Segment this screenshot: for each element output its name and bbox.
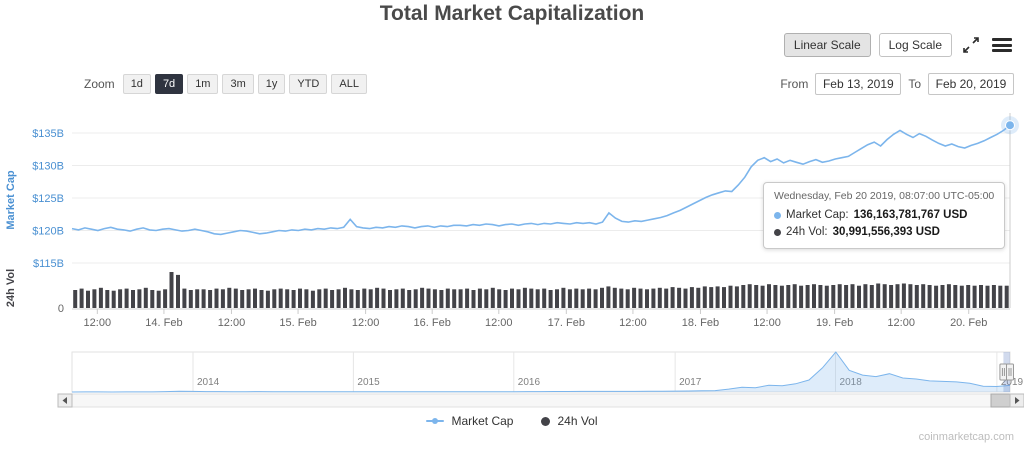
last-point-marker <box>1001 116 1019 135</box>
svg-text:17. Feb: 17. Feb <box>548 317 585 329</box>
svg-text:15. Feb: 15. Feb <box>279 317 316 329</box>
y-axis-labels: $135B $130B $125B $120B $115B 0 <box>32 128 64 315</box>
scrollbar-thumb[interactable] <box>990 393 1011 408</box>
tooltip-header: Wednesday, Feb 20 2019, 08:07:00 UTC-05:… <box>774 190 995 202</box>
arrow-right-icon <box>1015 397 1020 404</box>
zoom-button-7d[interactable]: 7d <box>154 74 184 94</box>
navigator-area <box>72 352 1010 392</box>
market-cap-line[interactable] <box>71 124 1011 236</box>
tooltip-row: 24h Vol: 30,991,556,393 USD <box>774 224 994 241</box>
watermark: coinmarketcap.com <box>918 431 1014 443</box>
gridlines <box>72 132 1010 314</box>
svg-text:16. Feb: 16. Feb <box>414 317 451 329</box>
tooltip-rows: Market Cap: 136,163,781,767 USD 24h Vol: … <box>774 207 994 241</box>
expand-icon <box>963 37 979 53</box>
navigator-svg[interactable]: 2014 2015 2016 2017 2018 2019 <box>0 350 1024 408</box>
navigator-year-labels: 2014 2015 2016 2017 2018 2019 <box>192 352 1024 392</box>
svg-text:2014: 2014 <box>197 377 220 388</box>
svg-text:20. Feb: 20. Feb <box>950 317 987 329</box>
arrow-left-icon <box>62 397 67 404</box>
svg-text:18. Feb: 18. Feb <box>682 317 719 329</box>
svg-text:24h Vol: 24h Vol <box>5 269 17 307</box>
series-dot-icon <box>774 212 781 219</box>
fullscreen-button[interactable] <box>960 34 982 56</box>
svg-text:0: 0 <box>58 303 64 315</box>
chart-menu-button[interactable] <box>990 36 1014 54</box>
svg-text:2017: 2017 <box>679 377 702 388</box>
from-date-input[interactable] <box>815 73 902 95</box>
zoom-label: Zoom <box>84 77 115 91</box>
zoom-button-3m[interactable]: 3m <box>222 74 254 94</box>
svg-text:14. Feb: 14. Feb <box>145 317 182 329</box>
from-label: From <box>780 77 809 91</box>
svg-text:12:00: 12:00 <box>485 317 513 329</box>
svg-text:2016: 2016 <box>518 377 541 388</box>
svg-text:19. Feb: 19. Feb <box>816 317 853 329</box>
scroll-right-button[interactable] <box>1009 393 1024 408</box>
linear-scale-button[interactable]: Linear Scale <box>783 33 871 57</box>
to-label: To <box>908 77 921 91</box>
legend: Market Cap 24h Vol <box>0 414 1024 428</box>
tooltip-row: Market Cap: 136,163,781,767 USD <box>774 207 994 224</box>
page-title: Total Market Capitalization <box>379 2 645 25</box>
volume-bars <box>73 272 1009 308</box>
svg-text:12:00: 12:00 <box>887 317 915 329</box>
zoom-button-all[interactable]: ALL <box>331 74 367 94</box>
scale-controls: Linear Scale Log Scale <box>783 33 1014 57</box>
zoom-row: Zoom 1d 7d 1m 3m 1y YTD ALL <box>84 74 367 94</box>
date-range-controls: From To <box>780 73 1014 95</box>
svg-text:2019: 2019 <box>1001 377 1024 388</box>
series-dot-icon <box>774 229 781 236</box>
zoom-button-1y[interactable]: 1y <box>257 74 286 94</box>
navigator-right-handle[interactable] <box>1006 363 1014 381</box>
scrollbar-track[interactable] <box>71 393 1011 408</box>
navigator-left-handle[interactable] <box>999 363 1008 381</box>
svg-text:12:00: 12:00 <box>218 317 246 329</box>
svg-text:$135B: $135B <box>32 128 64 140</box>
zoom-button-1d[interactable]: 1d <box>122 74 151 94</box>
zoom-buttons: 1d 7d 1m 3m 1y YTD ALL <box>122 74 367 94</box>
svg-text:12:00: 12:00 <box>619 317 647 329</box>
legend-item-market-cap[interactable]: Market Cap <box>426 414 513 428</box>
navigator-line <box>71 351 1011 393</box>
svg-text:Market Cap: Market Cap <box>5 170 17 230</box>
svg-text:$120B: $120B <box>32 226 64 238</box>
legend-marker-icon <box>426 418 445 424</box>
svg-text:2015: 2015 <box>357 377 380 388</box>
axis-titles: Market Cap 24h Vol <box>5 170 17 307</box>
legend-marker-icon <box>541 416 551 426</box>
scroll-left-button[interactable] <box>57 393 73 408</box>
svg-text:12:00: 12:00 <box>84 317 112 329</box>
svg-text:$125B: $125B <box>32 193 64 205</box>
legend-item-24h-vol[interactable]: 24h Vol <box>541 414 598 428</box>
svg-text:12:00: 12:00 <box>352 317 380 329</box>
hamburger-icon <box>992 38 1012 52</box>
zoom-button-ytd[interactable]: YTD <box>289 74 328 94</box>
svg-text:$130B: $130B <box>32 161 64 173</box>
svg-text:12:00: 12:00 <box>753 317 781 329</box>
svg-text:2018: 2018 <box>840 377 863 388</box>
log-scale-button[interactable]: Log Scale <box>878 33 952 57</box>
svg-text:$115B: $115B <box>33 258 64 270</box>
to-date-input[interactable] <box>928 73 1014 95</box>
x-axis-labels: 12:00 14. Feb 12:00 15. Feb 12:00 16. Feb 12:0… <box>84 317 988 329</box>
zoom-button-1m[interactable]: 1m <box>187 74 219 94</box>
chart-tooltip: Wednesday, Feb 20 2019, 08:07:00 UTC-05:… <box>763 182 1006 249</box>
